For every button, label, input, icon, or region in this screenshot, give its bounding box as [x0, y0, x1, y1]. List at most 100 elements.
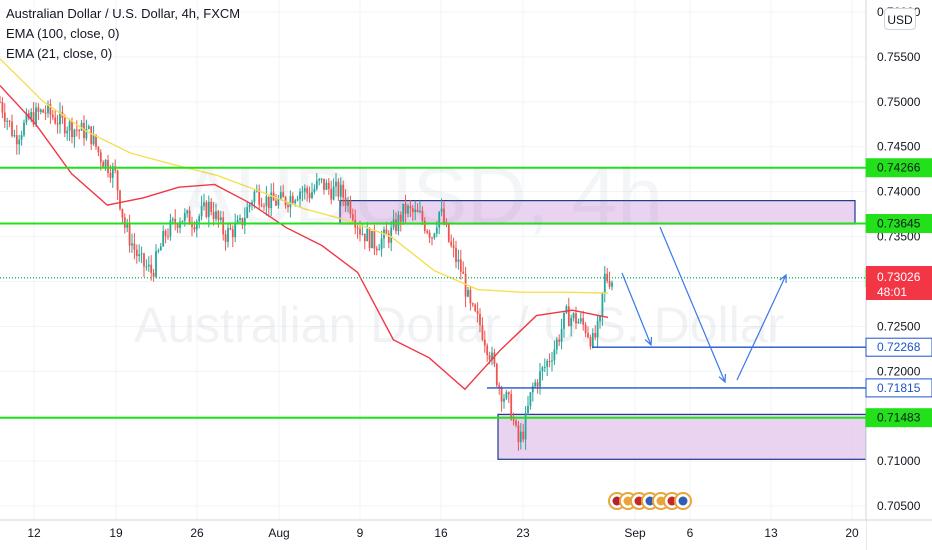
candle-body	[193, 227, 196, 230]
candle-body	[594, 333, 597, 338]
candle-body	[433, 233, 436, 238]
arrow-head	[779, 273, 787, 284]
projection-arrow	[659, 226, 726, 383]
candle-body	[306, 188, 309, 194]
candle-body	[464, 273, 467, 297]
horizontal-levels	[0, 166, 866, 419]
candle-body	[128, 224, 131, 246]
candle-body	[548, 360, 551, 362]
candle-body	[443, 208, 445, 224]
candle-body	[133, 243, 136, 250]
candle-body	[351, 214, 354, 220]
candle-body	[18, 139, 21, 145]
candle-body	[191, 224, 193, 228]
candle-body	[459, 259, 462, 272]
candle-body	[119, 190, 121, 209]
candle-body	[231, 229, 234, 238]
candle-body	[291, 196, 294, 204]
candle-body	[495, 363, 498, 386]
candle-body	[560, 328, 563, 342]
candle-body	[440, 208, 443, 212]
candle-body	[541, 367, 544, 372]
arrow-head	[644, 336, 653, 347]
candle-body	[102, 161, 105, 167]
candle-body	[229, 228, 232, 230]
price-tag	[865, 214, 932, 234]
candle-body	[325, 182, 328, 190]
candle-body	[241, 218, 244, 226]
candle-body	[488, 355, 491, 360]
price-tick-label: 0.74000	[877, 185, 921, 199]
candle-body	[15, 135, 18, 145]
candle-body	[337, 181, 340, 197]
candle-body	[145, 266, 148, 268]
candle-body	[452, 245, 455, 248]
candle-body	[198, 216, 201, 222]
candle-body	[296, 199, 299, 201]
candle-body	[150, 264, 153, 273]
candle-body	[587, 333, 589, 338]
candle-body	[203, 202, 205, 207]
candle-body	[30, 112, 33, 119]
candle-body	[577, 321, 580, 324]
candle-body	[35, 107, 37, 125]
candle-body	[63, 117, 66, 134]
supply-demand-zone	[497, 413, 867, 460]
candle-body	[395, 219, 397, 232]
candle-body	[339, 184, 342, 197]
candle-body	[265, 196, 268, 207]
candle-body	[570, 318, 573, 327]
candle-body	[567, 306, 570, 327]
price-tick-label: 0.70500	[877, 499, 921, 513]
price-tags: 0.742660.736450.730440.722680.718150.714…	[865, 158, 932, 428]
candle-body	[227, 228, 229, 242]
flag-icon-center	[667, 496, 677, 506]
candle-body	[111, 166, 114, 178]
price-tick-label: 0.73500	[877, 230, 921, 244]
candle-body	[179, 221, 181, 228]
candle-body	[503, 398, 505, 402]
candle-body	[421, 211, 424, 221]
price-tick-label: 0.75000	[877, 95, 921, 109]
candle-body	[416, 209, 419, 212]
candle-body	[200, 206, 203, 217]
candle-body	[49, 103, 52, 115]
candle-body	[20, 135, 23, 140]
candle-body	[476, 310, 479, 314]
candle-body	[258, 189, 261, 205]
candle-body	[73, 129, 76, 138]
candle-body	[507, 392, 510, 395]
candle-body	[37, 107, 40, 112]
candle-body	[279, 192, 282, 199]
candle-body	[575, 313, 577, 324]
candle-body	[174, 218, 177, 225]
candle-body	[368, 228, 371, 249]
candle-body	[183, 213, 186, 221]
candle-body	[572, 313, 575, 319]
candle-body	[121, 208, 124, 218]
candle-body	[555, 339, 558, 350]
candle-body	[591, 333, 594, 347]
candle-body	[282, 192, 285, 198]
candle-body	[188, 210, 191, 225]
candle-body	[222, 217, 225, 235]
candle-body	[8, 120, 11, 122]
candle-body	[553, 349, 556, 361]
candle-body	[313, 188, 316, 193]
candle-body	[303, 188, 306, 192]
candle-body	[491, 352, 493, 360]
candle-body	[584, 324, 587, 334]
time-tick-label: 19	[109, 526, 123, 540]
zones	[339, 200, 867, 460]
candle-body	[152, 272, 155, 277]
currency-button[interactable]: USD	[884, 8, 916, 30]
candle-body	[42, 109, 45, 113]
candle-body	[563, 312, 565, 329]
candle-body	[471, 303, 474, 305]
candle-body	[402, 203, 405, 222]
candle-body	[347, 200, 349, 206]
candle-body	[596, 321, 599, 338]
price-tag-label: 0.73645	[877, 217, 921, 231]
candle-body	[582, 318, 585, 325]
